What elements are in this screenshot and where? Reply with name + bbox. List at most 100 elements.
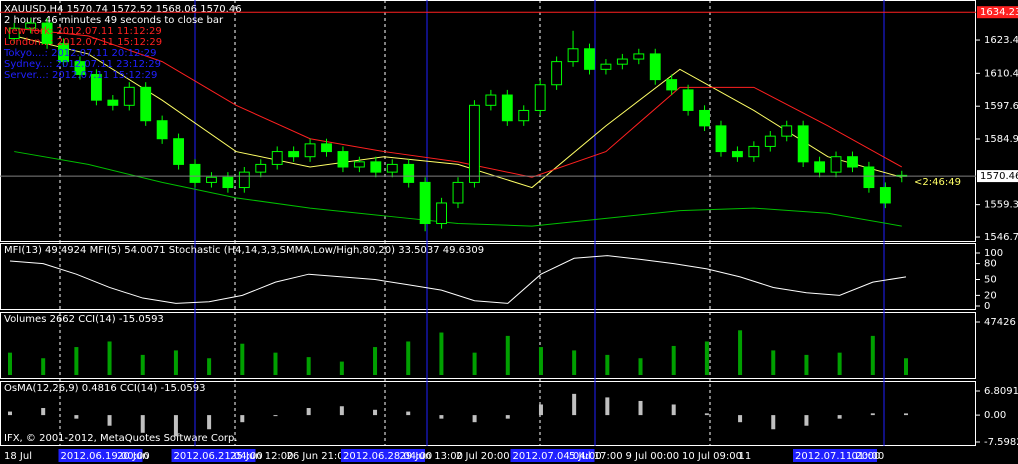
indicator-bar [704, 413, 709, 416]
panel-tick-label: 50 [984, 275, 997, 286]
indicator-bar [605, 354, 610, 375]
indicator-bar [339, 361, 344, 375]
x-tick-label: 2012.06.19 00:00 [61, 451, 150, 462]
candle-body [748, 145, 760, 158]
moving-average [14, 27, 903, 178]
x-tick-label: 2 Jul 20:00 [456, 451, 510, 462]
candle-body [304, 143, 316, 158]
indicator-bar [74, 347, 79, 375]
indicator-bar [406, 341, 411, 375]
price-label: 1570.46 [980, 171, 1018, 182]
candle-body [715, 125, 727, 153]
candle-body [271, 151, 283, 165]
indicator-bar [605, 397, 610, 416]
indicator-bar [439, 332, 444, 375]
indicator-bar [671, 404, 676, 416]
candle-body [41, 22, 53, 45]
x-tick-label: 20 Jun [117, 451, 149, 462]
x-label-highlight [793, 449, 877, 462]
indicator-bar [339, 406, 344, 416]
indicator-bar [538, 347, 543, 375]
x-tick-label: 10 Jul 09:00 [682, 451, 742, 462]
candle-body [189, 163, 201, 183]
candle-body [649, 53, 661, 81]
candle-body [666, 79, 678, 91]
candle-body [699, 109, 710, 127]
x-label-highlight [58, 449, 143, 462]
panel-tick-label: 0.00 [984, 410, 1006, 421]
indicator-bar [671, 345, 676, 375]
x-tick-label: 25 Jun 12:00 [230, 451, 294, 462]
indicator-bar [572, 393, 577, 416]
panel-tick-label: 20 [984, 290, 997, 301]
candle-body [682, 89, 694, 111]
candle-body [107, 99, 119, 106]
indicator-bar [704, 341, 709, 375]
clock-label: London...: 2012.07.11 15:12:29 [4, 37, 162, 48]
candle-body [238, 171, 250, 189]
candle-body [206, 176, 217, 183]
clock-label: Server...: 2012.07.11 15:12:29 [4, 70, 157, 81]
indicator-bar [207, 415, 212, 430]
candle-body [600, 63, 612, 70]
chart-subtitle: 2 hours 46 minutes 49 seconds to close b… [4, 15, 224, 26]
indicator-bar [638, 400, 643, 416]
y-tick-label: 1546.75 [984, 232, 1018, 243]
indicator-bar [8, 411, 12, 416]
candle-body [8, 27, 20, 39]
indicator-bar [439, 415, 444, 419]
candle-body [74, 61, 86, 75]
moving-average [14, 151, 902, 227]
copyright: IFX, © 2001-2012, MetaQuotes Software Co… [4, 433, 238, 444]
y-tick-label: 1559.35 [984, 200, 1018, 211]
main-frame [0, 0, 976, 242]
candle-body [501, 94, 513, 122]
indicator-line [9, 255, 907, 304]
candle-body [616, 58, 628, 65]
indicator-bar [771, 415, 776, 430]
x-label-highlight [341, 449, 425, 462]
day-lines [59, 0, 711, 446]
candle-body [814, 161, 826, 173]
indicator-bar [173, 415, 178, 437]
indicator-bar [107, 415, 112, 426]
candle-body [140, 86, 152, 122]
indicator-bar [140, 354, 145, 375]
candle-body [469, 104, 480, 183]
indicator-bar [738, 330, 743, 375]
osma-frame [0, 381, 976, 446]
indicator-bar [306, 357, 311, 375]
panel-tick-label: 100 [984, 248, 1003, 259]
panel-tick-label: -7.5982 [984, 437, 1018, 448]
chart-title: XAUUSD,H4 1570.74 1572.52 1568.06 1570.4… [4, 4, 242, 15]
indicator-bar [8, 352, 12, 375]
candle-body [337, 151, 349, 168]
candle-body [403, 163, 415, 183]
candle-body [518, 109, 530, 122]
candle-body [633, 53, 645, 60]
indicator-bar [837, 415, 842, 419]
mfi-frame [0, 243, 976, 310]
clock-label: Tokyo....: 2012.07.11 20:12:29 [3, 48, 156, 59]
indicator-bar [837, 352, 842, 375]
panel-tick-label: 80 [984, 259, 997, 270]
indicator-bar [373, 409, 378, 416]
indicator-bar [572, 350, 577, 375]
y-tick-label: 1597.65 [984, 101, 1018, 112]
indicator-bar [406, 411, 411, 416]
x-tick-label: 2012.06.28 04:00 [343, 451, 432, 462]
candle-body [255, 163, 267, 173]
y-tick-label: 1623.40 [984, 35, 1018, 46]
candle-body [781, 125, 793, 137]
y-tick-label: 1610.45 [984, 68, 1018, 79]
x-tick-label: 2012.07.11 20:00 [795, 451, 884, 462]
panel-label: MFI(13) 49.4924 MFI(5) 54.0071 Stochasti… [4, 245, 484, 256]
panel-tick-label: 47426 [984, 317, 1016, 328]
candle-body [551, 61, 563, 86]
candle-body [222, 176, 234, 189]
candle-body [386, 163, 398, 173]
candle-body [58, 43, 69, 63]
x-label-highlight [171, 449, 256, 462]
candle-body [764, 135, 776, 147]
